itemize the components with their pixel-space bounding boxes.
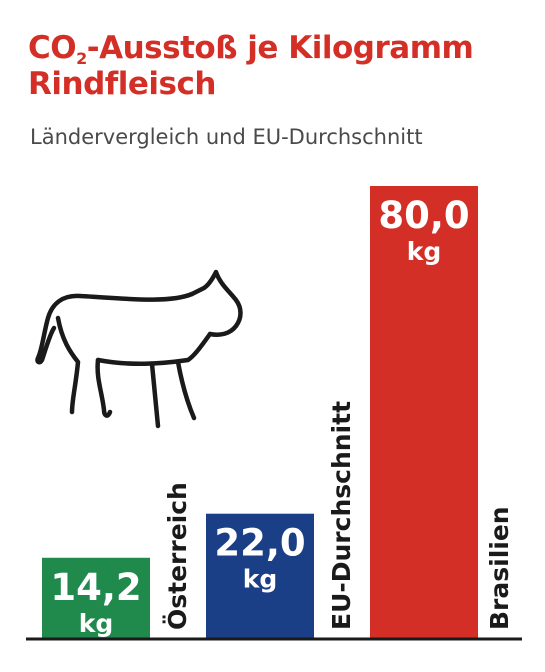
- bar-value-label: 80,0: [378, 194, 469, 237]
- category-label: Österreich: [162, 482, 192, 630]
- title-subscript-2: 2: [76, 49, 87, 68]
- chart-title: CO2-Ausstoß je Kilogramm Rindfleisch: [28, 30, 528, 102]
- bar-unit-label: kg: [243, 565, 278, 594]
- bar: [370, 186, 478, 638]
- bar: [206, 513, 314, 638]
- bar-unit-label: kg: [79, 609, 114, 638]
- cow-icon: [35, 269, 243, 429]
- title-line2: Rindfleisch: [28, 66, 216, 102]
- category-label: EU-Durchschnitt: [327, 401, 356, 630]
- plot-area: 14,2kg Österreich 22,0kg EU-Durchschnitt80,…: [26, 186, 522, 641]
- chart-subtitle: Ländervergleich und EU-Durchschnitt: [30, 125, 423, 149]
- bar-unit-label: kg: [407, 237, 442, 266]
- title-line1-rest: -Ausstoß je Kilogramm: [86, 30, 474, 66]
- bar-value-label: 14,2: [50, 566, 141, 609]
- bar-value-label: 22,0: [214, 522, 305, 565]
- category-label: Brasilien: [485, 506, 514, 630]
- title-co: CO: [28, 30, 77, 66]
- bar: [42, 557, 150, 638]
